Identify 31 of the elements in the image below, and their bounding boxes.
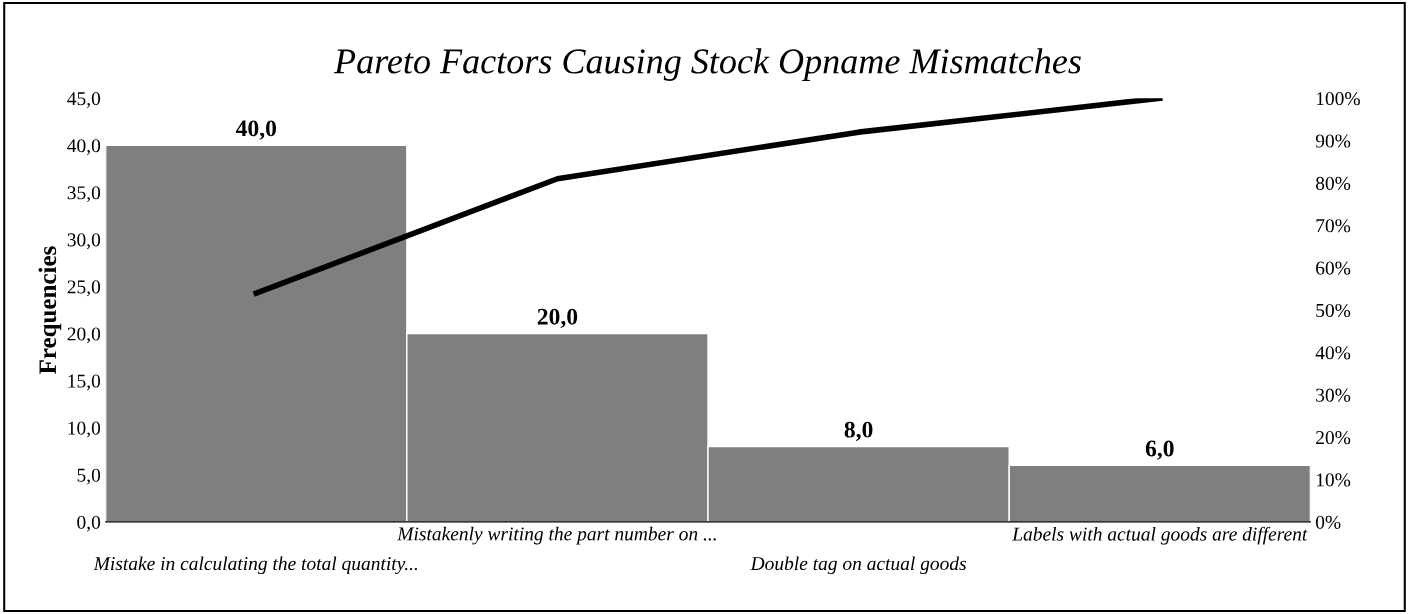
x-tick-label: Double tag on actual goods bbox=[750, 556, 967, 575]
y-tick-label: 25,0 bbox=[67, 280, 101, 297]
y-tick-label: 35,0 bbox=[67, 186, 101, 203]
y-axis-title: Frequencies bbox=[38, 246, 62, 374]
y2-tick-label: 20% bbox=[1316, 430, 1351, 445]
data-label: 8,0 bbox=[844, 421, 873, 442]
x-tick-label: Mistake in calculating the total quantity... bbox=[93, 556, 418, 575]
x-tick-label: Mistakenly writing the part number on ... bbox=[397, 526, 716, 545]
y2-tick-label: 40% bbox=[1315, 346, 1351, 360]
data-label: 20,0 bbox=[537, 308, 578, 329]
y-tick-label: 0,0 bbox=[77, 515, 101, 532]
y2-tick-label: 0% bbox=[1315, 515, 1341, 529]
y2-tick-label: 100% bbox=[1316, 92, 1360, 106]
y2-tick-label: 70% bbox=[1316, 219, 1351, 233]
y2-tick-label: 10% bbox=[1316, 473, 1351, 487]
y-tick-label: 20,0 bbox=[67, 327, 101, 344]
y-tick-label: 5,0 bbox=[77, 468, 101, 485]
y-tick-label: 10,0 bbox=[68, 421, 101, 438]
y-tick-label: 40,0 bbox=[67, 139, 101, 156]
y-tick-label: 45,0 bbox=[67, 92, 101, 108]
y2-tick-label: 30% bbox=[1316, 388, 1351, 402]
y2-tick-label: 80% bbox=[1315, 176, 1351, 190]
y2-tick-label: 50% bbox=[1316, 303, 1351, 318]
y2-tick-label: 90% bbox=[1315, 134, 1351, 148]
chart-title: Pareto Factors Causing Stock Opname Mismatches bbox=[333, 48, 1081, 81]
y-tick-label: 15,0 bbox=[68, 374, 101, 391]
data-label: 40,0 bbox=[235, 120, 277, 140]
x-tick-label: Labels with actual goods are different bbox=[1012, 526, 1308, 545]
y2-tick-label: 60% bbox=[1316, 261, 1351, 275]
data-label: 6,0 bbox=[1145, 440, 1174, 460]
y-tick-label: 30,0 bbox=[67, 233, 101, 250]
